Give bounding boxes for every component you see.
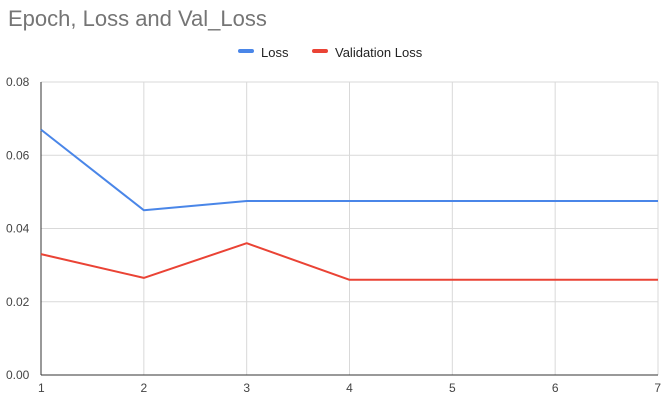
legend: Loss Validation Loss xyxy=(238,45,423,60)
y-tick-label: 0.06 xyxy=(6,148,30,162)
x-tick-label: 2 xyxy=(140,381,147,395)
y-tick-label: 0.04 xyxy=(6,222,30,236)
x-tick-label: 3 xyxy=(243,381,250,395)
x-tick-label: 7 xyxy=(654,381,661,395)
series-line-loss xyxy=(40,128,658,212)
legend-label-validation-loss: Validation Loss xyxy=(335,45,423,60)
series-line-validation-loss xyxy=(40,242,658,281)
x-tick-label: 1 xyxy=(38,381,45,395)
legend-swatch-loss xyxy=(238,49,254,53)
x-tick-label: 4 xyxy=(346,381,353,395)
y-tick-label: 0.08 xyxy=(6,75,30,89)
y-tick-label: 0.02 xyxy=(6,295,30,309)
legend-label-loss: Loss xyxy=(261,45,289,60)
chart-series xyxy=(40,128,658,281)
y-tick-label: 0.00 xyxy=(6,368,30,382)
x-tick-label: 5 xyxy=(449,381,456,395)
x-tick-label: 6 xyxy=(552,381,559,395)
tick-labels: 0.00 0.02 0.04 0.06 0.08 1 2 3 4 5 6 7 xyxy=(6,75,661,395)
chart-grid xyxy=(41,81,659,375)
legend-swatch-validation-loss xyxy=(312,49,328,53)
chart-title: Epoch, Loss and Val_Loss xyxy=(8,6,267,31)
